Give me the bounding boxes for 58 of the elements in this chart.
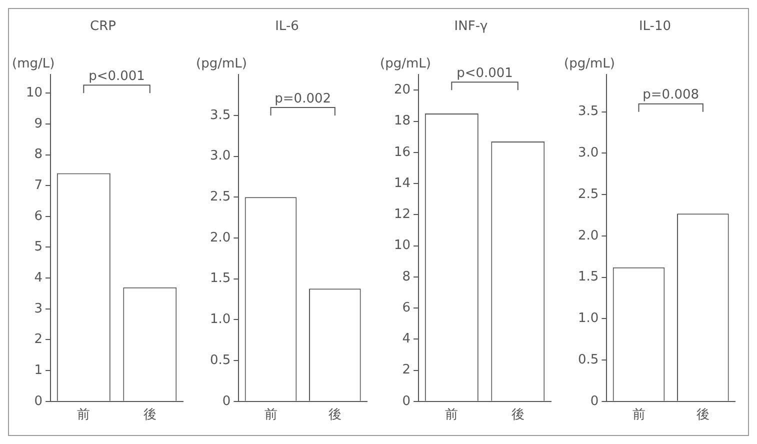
y-tick-label: 3.5 xyxy=(210,108,231,123)
y-tick-label: 0 xyxy=(590,394,599,409)
y-tick-label: 3 xyxy=(34,301,43,316)
y-tick-label: 5 xyxy=(34,240,43,255)
x-tick-label: 前 xyxy=(445,408,458,423)
y-tick-label: 12 xyxy=(394,207,411,222)
annotation: p<0.001 xyxy=(88,68,145,84)
y-tick-label: 1.0 xyxy=(578,311,599,326)
y-tick-label: 10 xyxy=(26,85,43,100)
y-tick-label: 7 xyxy=(34,178,43,193)
y-tick-label: 9 xyxy=(34,116,43,132)
y-tick-label: 1.5 xyxy=(210,271,231,286)
y-tick-label: 6 xyxy=(34,208,43,224)
chart-title: IL-6 xyxy=(275,19,299,34)
y-axis-title: (mg/L) xyxy=(12,56,55,72)
y-tick-label: 2.0 xyxy=(210,230,231,246)
y-tick-label: 1.5 xyxy=(578,270,599,285)
y-axis-title: (pg/mL) xyxy=(196,56,247,72)
y-tick-label: 0 xyxy=(222,394,231,409)
y-tick-label: 0.5 xyxy=(578,352,599,368)
y-tick-label: 2 xyxy=(402,362,411,378)
y-tick-label: 16 xyxy=(394,144,411,160)
annotation: p<0.001 xyxy=(456,66,513,82)
x-tick-label: 後 xyxy=(696,408,710,423)
y-tick-label: 2.0 xyxy=(578,228,599,244)
x-tick-label: 前 xyxy=(632,408,646,423)
chart-title: IL-10 xyxy=(638,19,672,34)
y-tick-label: 2.5 xyxy=(578,186,599,202)
y-tick-label: 3.0 xyxy=(210,148,231,164)
y-tick-label: 6 xyxy=(402,300,411,316)
y-tick-label: 20 xyxy=(394,82,411,98)
y-tick-label: 18 xyxy=(394,114,411,129)
y-tick-label: 0 xyxy=(402,394,411,409)
y-tick-label: 1 xyxy=(34,362,43,378)
y-tick-label: 8 xyxy=(402,269,411,284)
x-tick-label: 後 xyxy=(143,408,156,423)
x-tick-label: 後 xyxy=(511,408,524,423)
x-tick-label: 前 xyxy=(264,408,278,423)
chart-title: INF-γ xyxy=(454,19,488,34)
chart-title: CRP xyxy=(90,19,116,34)
x-tick-label: 後 xyxy=(328,408,342,423)
y-axis-title: (pg/mL) xyxy=(564,56,615,72)
y-tick-label: 3.0 xyxy=(578,146,599,161)
y-tick-label: 1.0 xyxy=(210,312,231,328)
y-tick-label: 2.5 xyxy=(210,190,231,205)
y-tick-label: 2 xyxy=(34,332,43,348)
y-tick-label: 8 xyxy=(34,147,43,162)
y-tick-label: 14 xyxy=(394,176,411,191)
y-tick-label: 0 xyxy=(34,394,43,409)
y-tick-label: 0.5 xyxy=(210,352,231,368)
annotation: p=0.002 xyxy=(274,91,332,106)
y-tick-label: 4 xyxy=(34,270,43,286)
x-tick-label: 前 xyxy=(77,408,90,423)
y-tick-label: 3.5 xyxy=(578,104,599,120)
annotation: p=0.008 xyxy=(642,88,700,103)
y-tick-label: 10 xyxy=(394,238,411,254)
y-tick-label: 4 xyxy=(402,332,411,347)
y-axis-title: (pg/mL) xyxy=(380,56,431,72)
